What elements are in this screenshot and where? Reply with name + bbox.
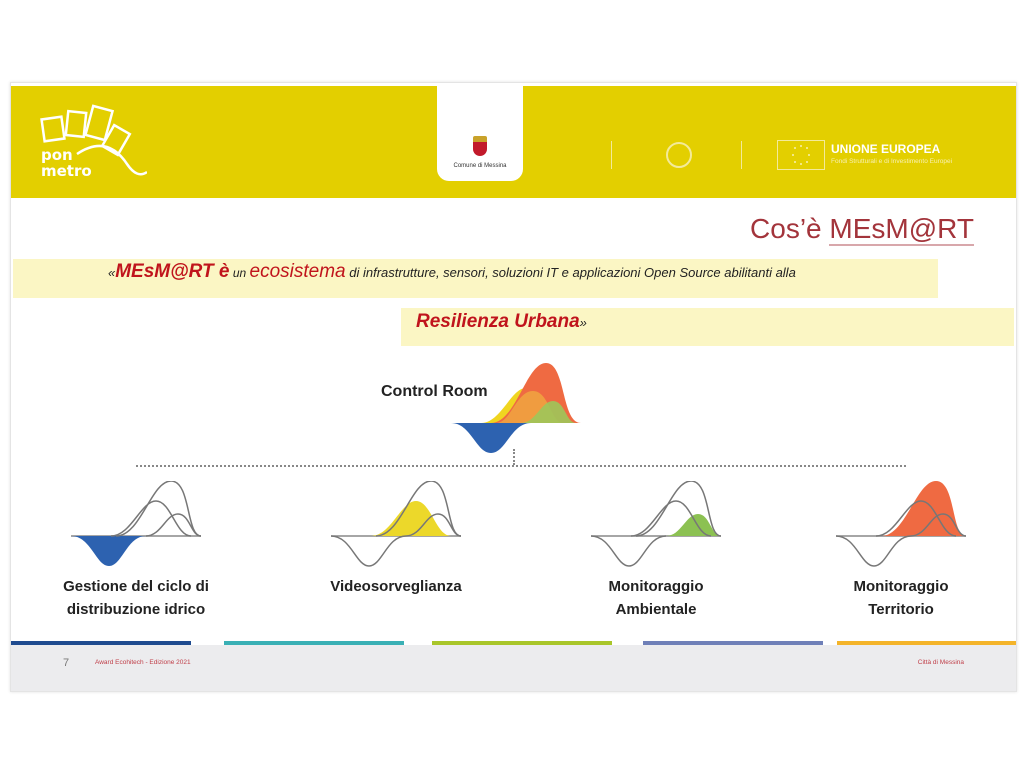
eu-subtitle: Fondi Strutturali e di Investimento Euro…: [831, 158, 953, 165]
divider: [611, 141, 612, 169]
crest-icon: [473, 136, 487, 156]
event-label: Award Ecohitech - Edizione 2021: [95, 659, 191, 666]
color-bar-5: [837, 641, 1016, 645]
header-banner: pon metro Comune di Messina UNIONE EUROP…: [11, 86, 1016, 198]
bell-curves-icon: [591, 481, 721, 567]
color-bar-3: [432, 641, 612, 645]
bell-curves-icon: [71, 481, 201, 566]
svg-text:pon: pon: [41, 146, 73, 164]
slide: pon metro Comune di Messina UNIONE EUROP…: [10, 82, 1017, 692]
comune-messina-logo: Comune di Messina: [437, 86, 523, 181]
bell-curves-icon: [836, 481, 966, 567]
pon-metro-logo: pon metro: [40, 104, 147, 180]
control-room-label: Control Room: [381, 383, 488, 400]
node-label: Monitoraggio Territorio: [853, 578, 949, 618]
slide-title: Cos’è MEsM@RT: [750, 213, 974, 246]
node-label: Videosorveglianza: [330, 578, 462, 595]
color-bar-4: [643, 641, 823, 645]
eu-flag-icon: [777, 140, 825, 170]
svg-text:metro: metro: [41, 162, 92, 180]
color-bars: [11, 641, 1016, 645]
bell-curves-icon: [331, 481, 461, 567]
divider: [741, 141, 742, 169]
node-4: Monitoraggio Territorio: [801, 481, 1001, 621]
control-room-curves-icon: [451, 363, 581, 453]
quote-band: [401, 308, 1014, 346]
footer: 7 Award Ecohitech - Edizione 2021 Città …: [11, 645, 1016, 691]
node-2: Videosorveglianza: [296, 481, 496, 598]
quote-band: [13, 259, 938, 298]
city-label: Città di Messina: [917, 659, 964, 666]
color-bar-1: [11, 641, 191, 645]
italian-republic-emblem-icon: [666, 142, 692, 168]
eu-title: UNIONE EUROPEA: [831, 142, 941, 156]
connector-line: [513, 449, 515, 465]
quote-line-2: Resilienza Urbana»: [416, 311, 587, 332]
node-label: Monitoraggio Ambientale: [608, 578, 704, 618]
node-label: Gestione del ciclo di distribuzione idric…: [63, 578, 209, 618]
page-number: 7: [63, 657, 70, 669]
node-1: Gestione del ciclo di distribuzione idric…: [36, 481, 236, 621]
quote-line-1: «MEsM@RT è un ecosistema di infrastruttu…: [108, 261, 796, 282]
color-bar-2: [224, 641, 404, 645]
node-3: Monitoraggio Ambientale: [556, 481, 756, 621]
connector-line: [136, 465, 906, 467]
